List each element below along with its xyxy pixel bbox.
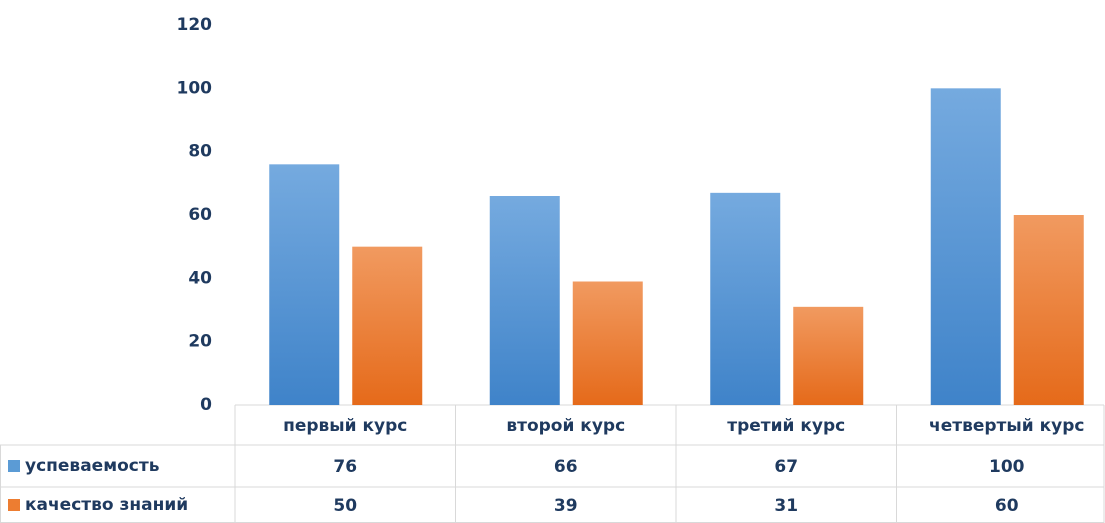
y-tick-label: 120	[177, 15, 213, 35]
x-tick-label: первый курс	[283, 416, 407, 436]
y-tick-label: 0	[200, 395, 212, 415]
bar	[269, 164, 340, 405]
bar	[930, 88, 1001, 405]
bar	[1013, 215, 1084, 405]
x-tick-label: второй курс	[506, 416, 625, 436]
x-tick-label: третий курс	[727, 416, 845, 436]
y-tick-label: 100	[177, 78, 213, 98]
bar	[710, 192, 781, 405]
table-value: 50	[333, 496, 357, 516]
x-tick-label: четвертый курс	[929, 416, 1084, 436]
bar	[793, 306, 864, 405]
legend-key	[8, 499, 20, 511]
legend-label: успеваемость	[25, 456, 159, 476]
y-tick-label: 80	[188, 142, 212, 162]
table-value: 39	[554, 496, 578, 516]
table-value: 66	[554, 457, 578, 477]
bar	[489, 196, 560, 405]
table-value: 60	[995, 496, 1019, 516]
y-tick-label: 60	[188, 205, 212, 225]
table-value: 76	[333, 457, 357, 477]
y-tick-label: 40	[188, 268, 212, 288]
legend-label: качество знаний	[25, 495, 188, 515]
legend-key	[8, 460, 20, 472]
bar	[572, 281, 643, 405]
table-value: 67	[774, 457, 798, 477]
y-tick-label: 20	[188, 332, 212, 352]
bar	[352, 246, 423, 405]
table-value: 31	[774, 496, 798, 516]
table-value: 100	[989, 457, 1025, 477]
